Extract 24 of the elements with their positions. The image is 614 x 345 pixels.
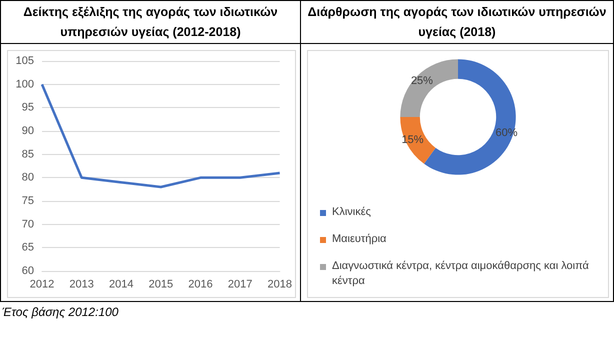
x-tick-label: 2018 [268, 278, 292, 290]
x-tick-label: 2013 [69, 278, 94, 290]
text: Έτος βάσης 2012:100 [2, 305, 118, 319]
y-tick-label: 80 [22, 172, 34, 184]
y-tick-label: 90 [22, 125, 34, 137]
y-tick-label: 60 [22, 265, 34, 277]
x-tick-label: 2014 [109, 278, 134, 290]
x-tick-label: 2015 [148, 278, 174, 290]
y-tick-label: 105 [16, 55, 34, 67]
legend-label: Κλινικές [332, 205, 371, 220]
y-tick-label: 65 [22, 242, 34, 254]
y-tick-label: 85 [22, 148, 34, 160]
y-tick-label: 95 [22, 102, 34, 114]
y-tick-label: 75 [22, 195, 34, 207]
y-tick-label: 70 [22, 218, 34, 230]
chart-title: Δείκτης εξέλιξης της αγοράς των ιδιωτικών υπηρεσιών υγείας (2012-2018) [0, 0, 301, 44]
legend-label: Διαγνωστικά κέντρα, κέντρα αιμοκάθαρσης και λοιπά κέντρα [332, 259, 590, 289]
x-tick-label: 2016 [188, 278, 213, 290]
y-tick-label: 100 [16, 78, 34, 90]
x-tick-label: 2017 [228, 278, 252, 290]
x-tick-label: 2012 [30, 278, 54, 290]
data-label: 25% [410, 74, 434, 87]
legend-label: Μαιευτήρια [332, 232, 386, 247]
chart-title: Διάρθρωση της αγοράς των ιδιωτικών υπηρεσιών υγείας (2018) [300, 0, 614, 44]
